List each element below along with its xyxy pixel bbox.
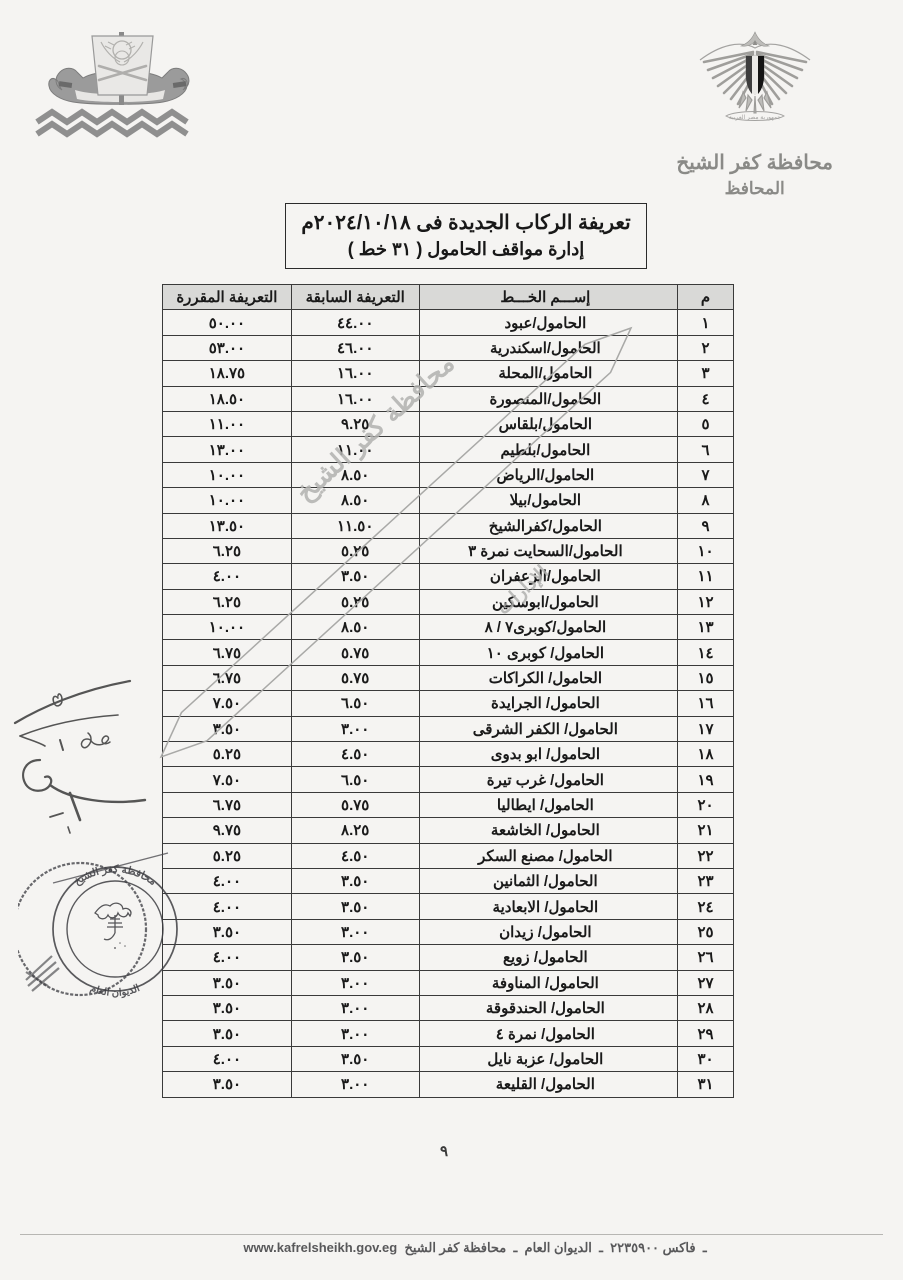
svg-text:الديوان العام: الديوان العام: [89, 983, 142, 999]
svg-text:جمهورية مصر العربية: جمهورية مصر العربية: [729, 114, 782, 121]
